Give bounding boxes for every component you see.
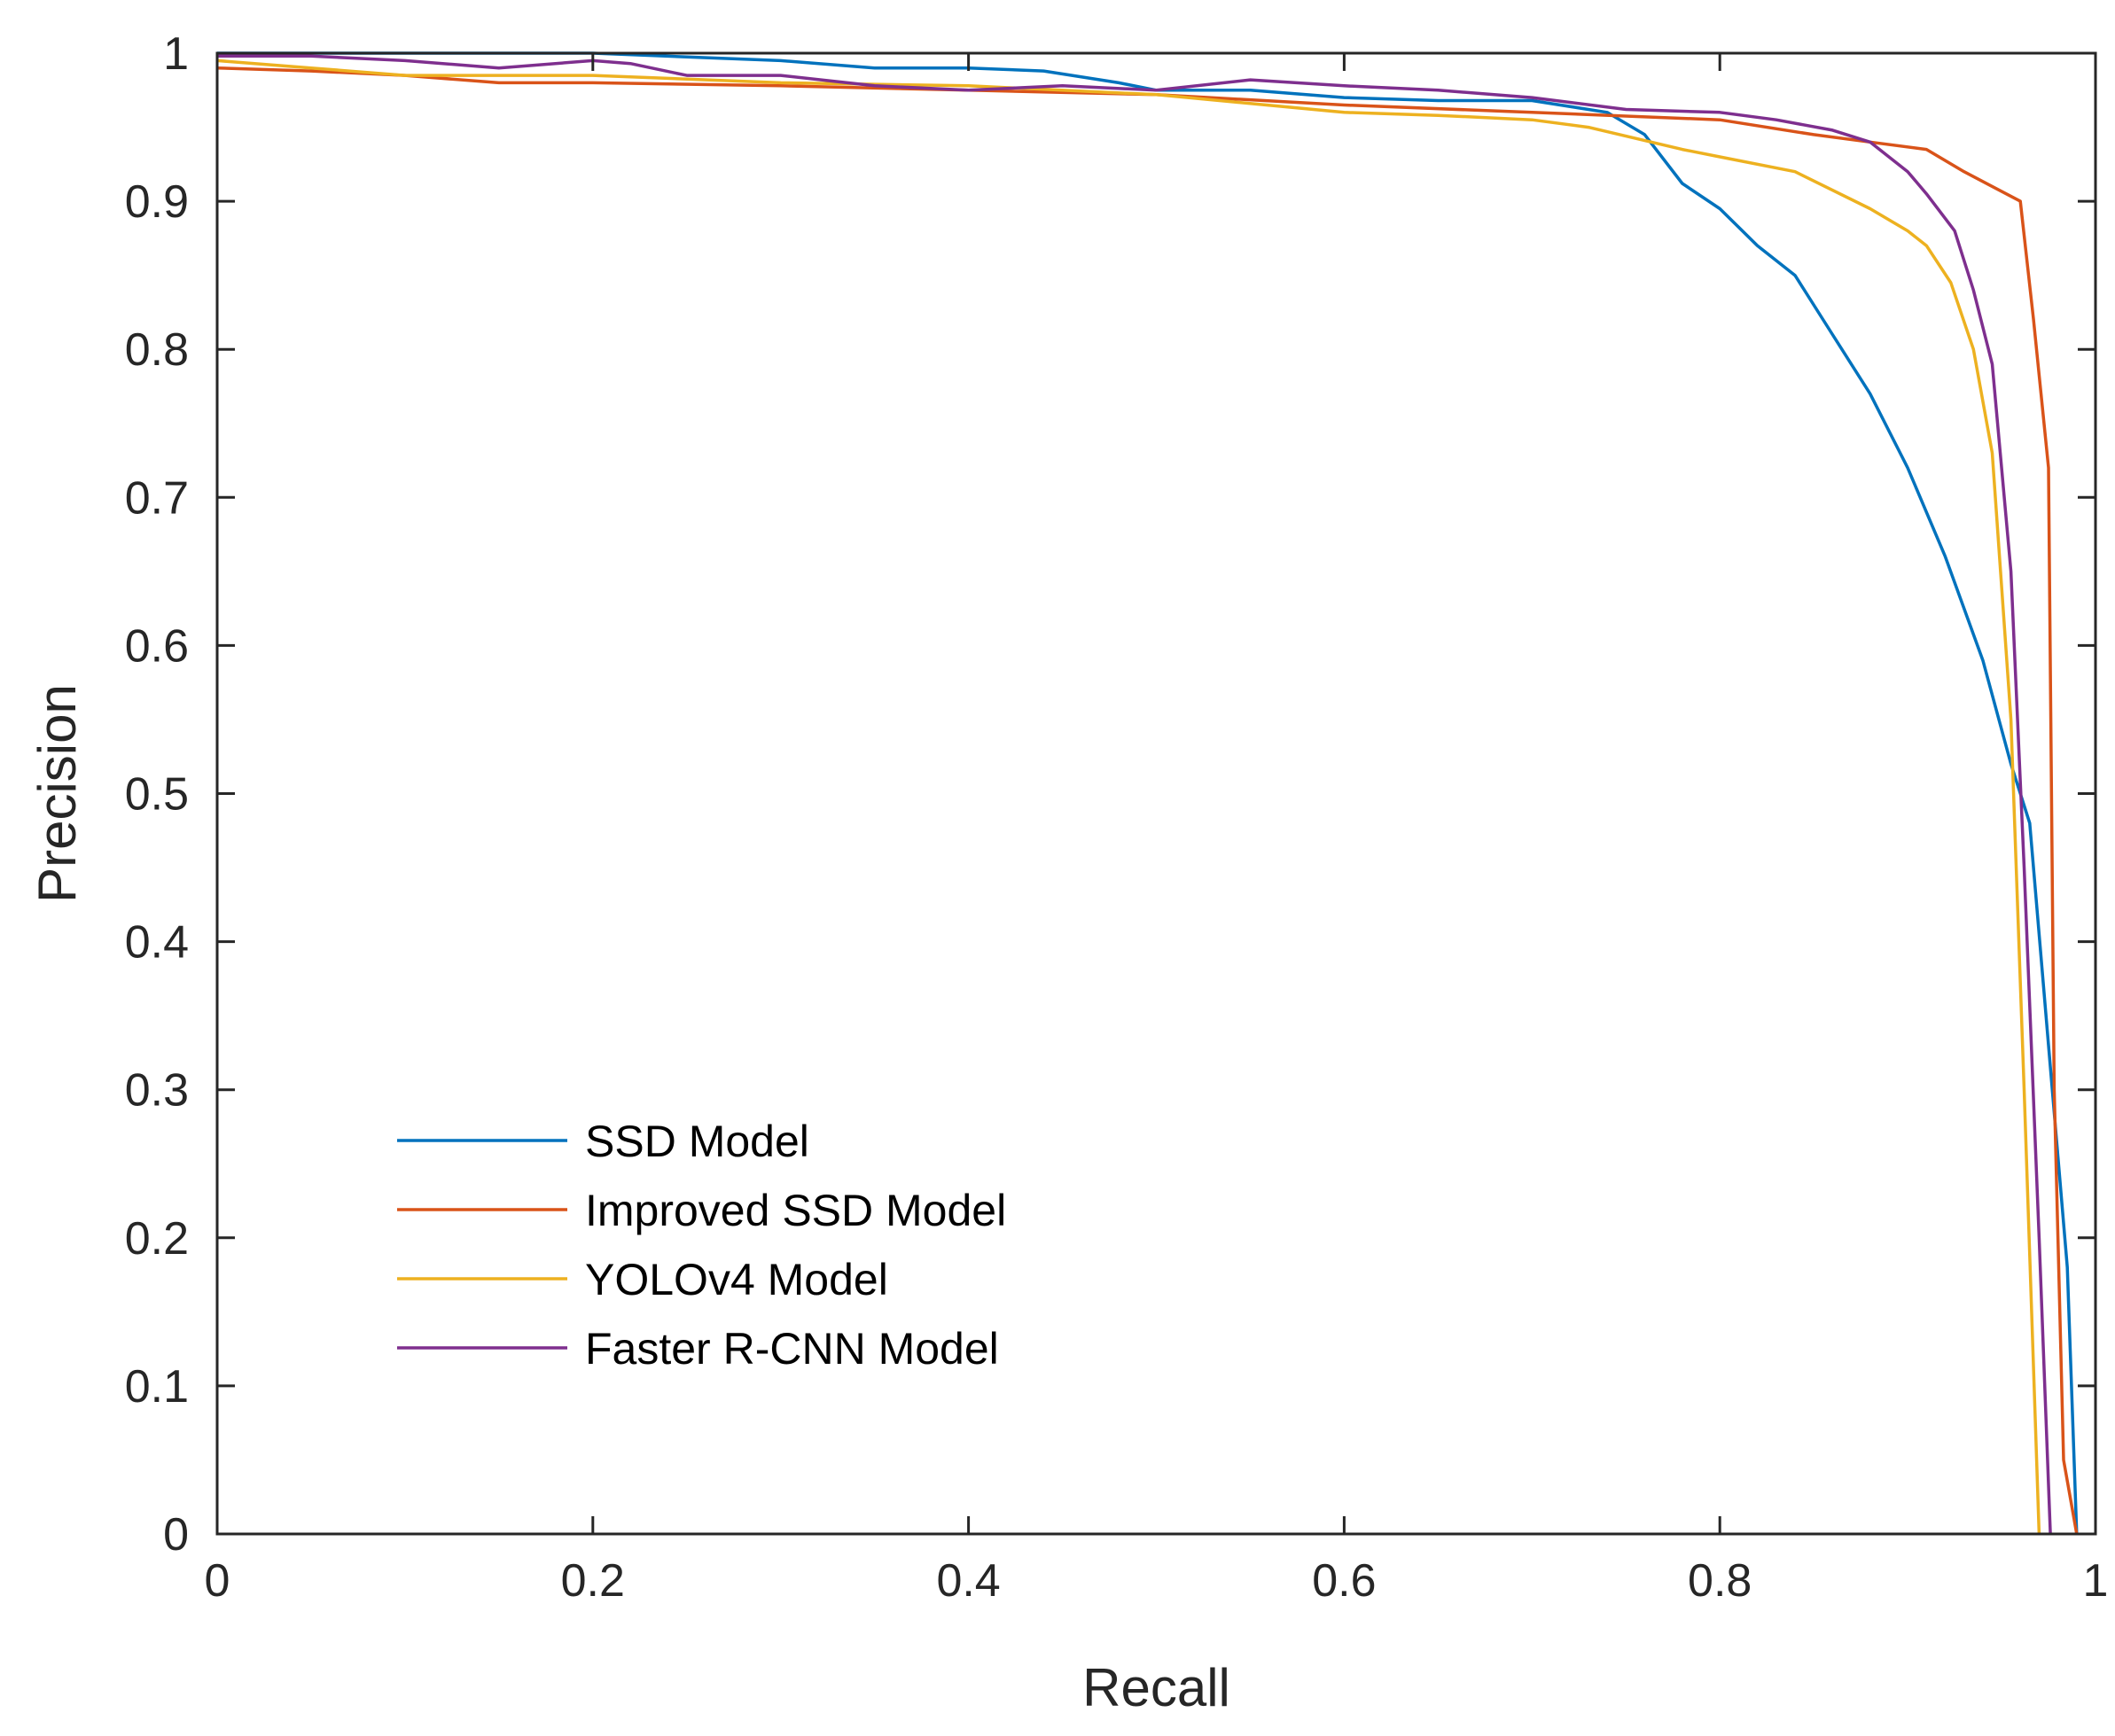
legend-label-faster-r-cnn-model: Faster R-CNN Model xyxy=(585,1324,999,1374)
x-tick-label: 0.6 xyxy=(1312,1555,1376,1607)
series-line-yolov4-model xyxy=(216,58,2041,1535)
y-tick-label: 0.9 xyxy=(125,176,189,228)
plot-background xyxy=(217,53,2095,1534)
x-tick-label: 0 xyxy=(205,1555,230,1607)
x-axis-label: Recall xyxy=(1082,1658,1230,1717)
y-tick-label: 0.6 xyxy=(125,620,189,672)
legend: SSD Model Improved SSD Model YOLOv4 Model F… xyxy=(397,1117,1006,1374)
y-tick-label: 0.8 xyxy=(125,324,189,376)
y-axis-ticks: 0 0.1 0.2 0.3 0.4 0.5 0.6 0.7 0.8 0.9 1 xyxy=(125,28,2095,1561)
y-axis-label: Precision xyxy=(27,684,87,903)
x-tick-label: 1 xyxy=(2083,1555,2109,1607)
y-tick-label: 0.7 xyxy=(125,472,189,524)
legend-label-ssd-model: SSD Model xyxy=(585,1117,809,1166)
y-tick-label: 1 xyxy=(163,28,189,80)
y-tick-label: 0.3 xyxy=(125,1065,189,1117)
y-tick-label: 0.5 xyxy=(125,769,189,821)
series-layer xyxy=(216,51,2079,1535)
series-line-ssd-model xyxy=(217,51,2079,1535)
x-axis-ticks: 0 0.2 0.4 0.6 0.8 1 xyxy=(205,53,2109,1607)
legend-label-yolov4-model: YOLOv4 Model xyxy=(585,1255,888,1304)
x-tick-label: 0.4 xyxy=(936,1555,1000,1607)
series-line-faster-r-cnn-model xyxy=(217,54,2052,1535)
y-tick-label: 0.1 xyxy=(125,1361,189,1413)
y-tick-label: 0.2 xyxy=(125,1213,189,1265)
series-line-improved-ssd-model xyxy=(216,66,2079,1535)
legend-label-improved-ssd-model: Improved SSD Model xyxy=(585,1186,1006,1235)
y-tick-label: 0.4 xyxy=(125,917,189,969)
y-tick-label: 0 xyxy=(163,1509,189,1561)
x-tick-label: 0.2 xyxy=(561,1555,625,1607)
x-tick-label: 0.8 xyxy=(1688,1555,1752,1607)
